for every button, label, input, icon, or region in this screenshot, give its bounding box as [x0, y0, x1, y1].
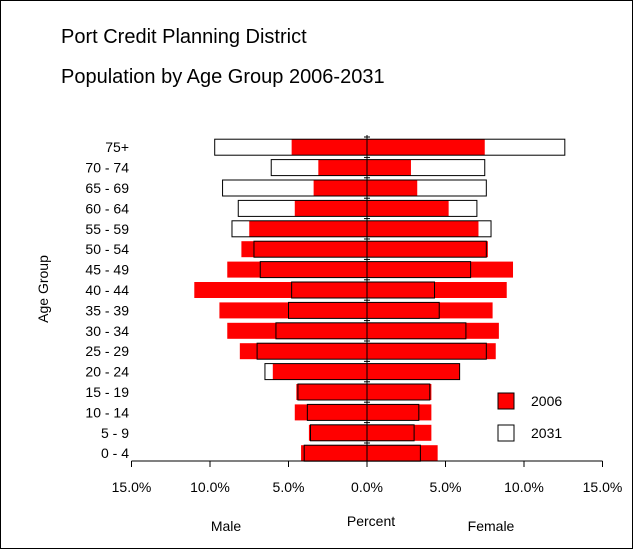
bar-2006-female — [367, 200, 449, 217]
y-tick-label: 45 - 49 — [85, 262, 129, 278]
bar-2006-male — [301, 445, 367, 462]
male-label: Male — [211, 518, 242, 534]
x-tick-label: 10.0% — [190, 479, 230, 495]
bar-2006-male — [294, 404, 367, 421]
bar-2006-female — [367, 404, 432, 421]
legend-label-2006: 2006 — [531, 393, 562, 409]
y-axis-title: Age Group — [35, 255, 51, 323]
y-tick-label: 65 - 69 — [85, 180, 129, 196]
y-tick-label: 55 - 59 — [85, 221, 129, 237]
legend-swatch-2031 — [497, 424, 515, 442]
bar-2006-female — [367, 282, 507, 298]
bar-2006-male — [308, 424, 367, 441]
y-tick-label: 40 - 44 — [85, 282, 129, 298]
bar-2006-male — [313, 180, 367, 196]
chart-title-line2: Population by Age Group 2006-2031 — [61, 66, 385, 88]
bar-2006-male — [227, 261, 367, 278]
x-tick-label: 0.0% — [351, 479, 383, 495]
y-tick-label: 25 - 29 — [85, 343, 129, 359]
bar-2006-male — [296, 384, 367, 400]
x-axis-title: Percent — [347, 513, 395, 529]
bar-2006-female — [367, 302, 493, 319]
bar-2006-female — [367, 424, 432, 441]
bar-2006-male — [239, 343, 367, 360]
legend-label-2031: 2031 — [531, 425, 562, 441]
x-tick-label: 5.0% — [430, 479, 462, 495]
bar-2006-male — [241, 241, 367, 258]
x-tick-label: 5.0% — [273, 479, 305, 495]
bar-2006-male — [227, 322, 367, 339]
bar-2006-female — [367, 343, 496, 360]
y-tick-label: 0 - 4 — [101, 445, 129, 461]
y-tick-label: 15 - 19 — [85, 384, 129, 400]
y-tick-label: 60 - 64 — [85, 200, 129, 216]
labels-group: 75+ 70 - 74 65 - 69 60 - 64 55 - 59 50 - 54 45… — [35, 139, 622, 534]
bar-2006-female — [367, 220, 479, 237]
bar-2006-female — [367, 384, 432, 400]
bar-2006-female — [367, 363, 460, 380]
y-tick-label: 30 - 34 — [85, 323, 129, 339]
bar-2006-male — [291, 139, 367, 156]
bar-2006-female — [367, 322, 499, 339]
bar-2006-female — [367, 139, 485, 156]
x-tick-label: 15.0% — [112, 479, 152, 495]
legend-group: 2006 2031 — [497, 392, 562, 442]
bar-2006-male — [219, 302, 367, 319]
bar-2006-female — [367, 445, 438, 462]
y-tick-label: 5 - 9 — [101, 425, 129, 441]
y-tick-label: 10 - 14 — [85, 404, 129, 420]
x-tick-label: 15.0% — [583, 479, 623, 495]
axis-group — [131, 135, 603, 467]
bar-2006-male — [294, 200, 367, 217]
y-tick-label: 35 - 39 — [85, 302, 129, 318]
chart-title-line1: Port Credit Planning District — [61, 26, 307, 48]
x-tick-label: 10.0% — [504, 479, 544, 495]
bar-2006-male — [272, 363, 367, 380]
bar-2006-female — [367, 180, 418, 196]
bars-group — [194, 138, 566, 462]
bar-2006-male — [318, 159, 367, 176]
bar-2006-male — [194, 282, 367, 298]
y-tick-label: 75+ — [105, 139, 129, 155]
y-tick-label: 70 - 74 — [85, 160, 129, 176]
legend-swatch-2006 — [497, 392, 515, 410]
bar-2006-female — [367, 241, 488, 258]
y-tick-label: 20 - 24 — [85, 364, 129, 380]
bar-2006-female — [367, 159, 411, 176]
bar-2006-female — [367, 261, 514, 278]
y-tick-label: 50 - 54 — [85, 241, 129, 257]
bar-2006-male — [249, 220, 367, 237]
female-label: Female — [468, 518, 515, 534]
